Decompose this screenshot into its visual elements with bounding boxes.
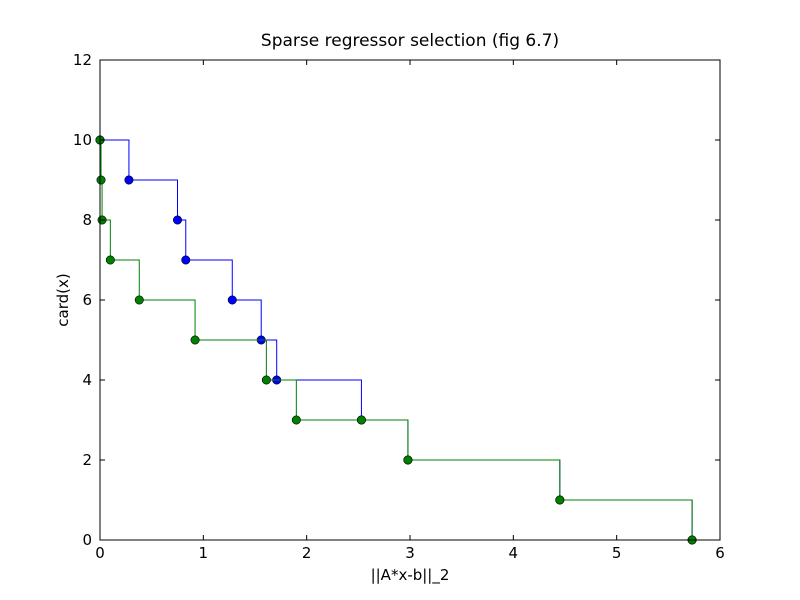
y-tick-label: 4 xyxy=(82,371,92,389)
series-1-point xyxy=(96,175,106,185)
chart-title: Sparse regressor selection (fig 6.7) xyxy=(261,31,559,51)
series-0-point xyxy=(173,215,183,225)
series-0-point xyxy=(124,175,134,185)
y-tick-label: 6 xyxy=(82,291,92,309)
series-layer xyxy=(95,60,697,545)
series-1-point xyxy=(291,415,301,425)
series-1-point xyxy=(190,335,200,345)
series-0-point xyxy=(227,295,237,305)
series-1-point xyxy=(403,455,413,465)
series-1-point xyxy=(261,375,271,385)
series-1-point xyxy=(105,255,115,265)
x-tick-label: 5 xyxy=(612,544,622,562)
x-tick-label: 0 xyxy=(95,544,105,562)
x-tick-label: 3 xyxy=(405,544,415,562)
series-1-point xyxy=(555,495,565,505)
x-tick-label: 4 xyxy=(509,544,519,562)
y-tick-label: 12 xyxy=(73,51,92,69)
y-axis-label: card(x) xyxy=(54,273,72,326)
x-tick-label: 1 xyxy=(199,544,209,562)
y-tick-label: 2 xyxy=(82,451,92,469)
x-tick-label: 2 xyxy=(302,544,312,562)
series-1-point xyxy=(134,295,144,305)
y-tick-label: 0 xyxy=(82,531,92,549)
y-tick-label: 10 xyxy=(73,131,92,149)
y-tick-label: 8 xyxy=(82,211,92,229)
x-tick-label: 6 xyxy=(715,544,725,562)
x-axis-label: ||A*x-b||_2 xyxy=(371,566,450,585)
series-1-point xyxy=(356,415,366,425)
series-0-point xyxy=(181,255,191,265)
